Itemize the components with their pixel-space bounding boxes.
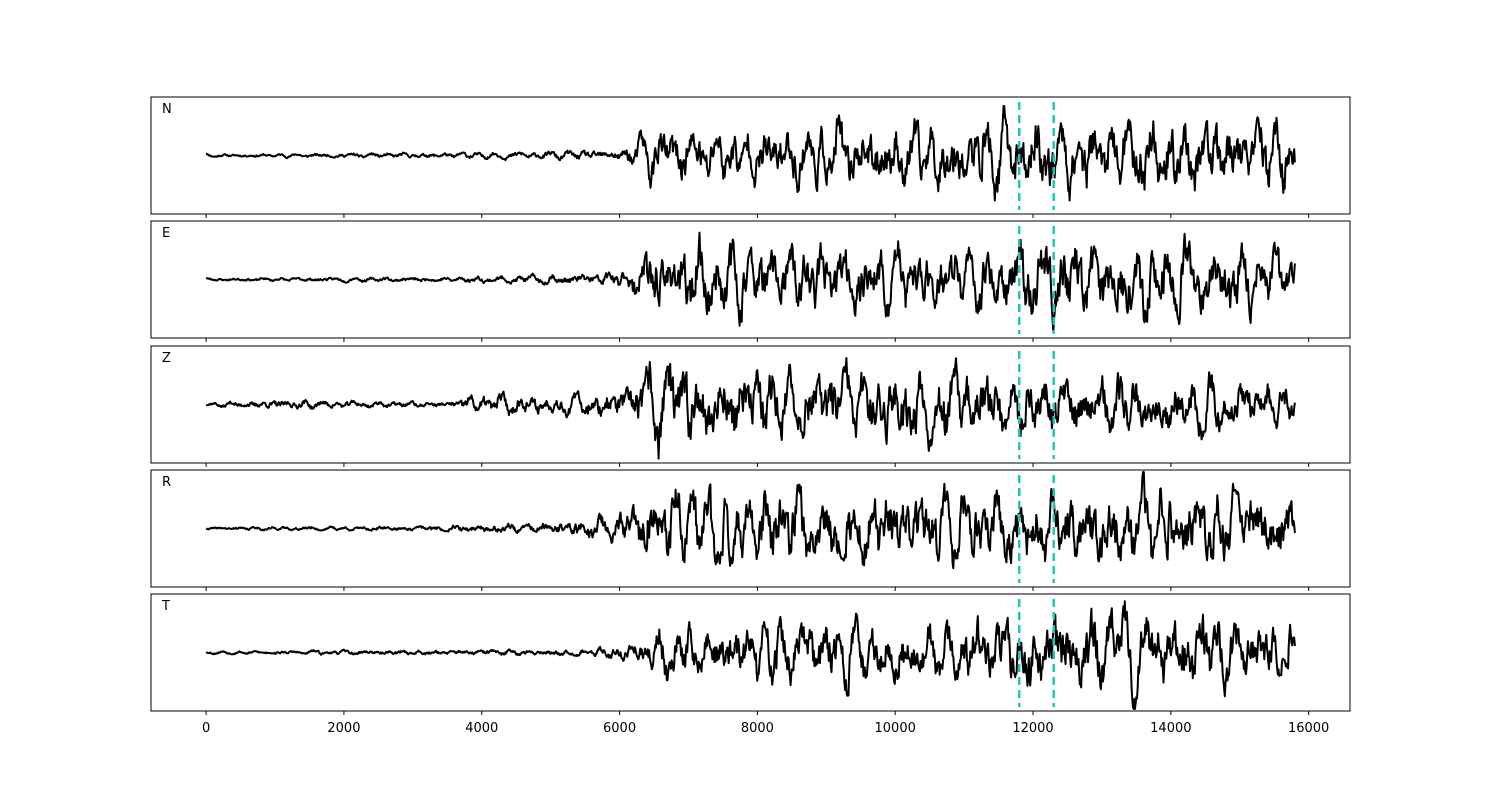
panel-label: T — [161, 599, 170, 614]
panel-frame — [150, 220, 1351, 339]
panel-z: Z — [150, 345, 1351, 467]
x-tick-label: 12000 — [1012, 721, 1053, 736]
waveform-trace — [205, 231, 1296, 333]
panel-frame — [150, 469, 1351, 588]
panel-t: T — [150, 593, 1351, 715]
panel-e: E — [150, 220, 1351, 342]
x-tick-label: 10000 — [875, 721, 916, 736]
panel-label: N — [162, 102, 172, 117]
panel-label: Z — [162, 351, 171, 366]
panels-layer: N E Z R T — [150, 96, 1351, 715]
panel-r: R — [150, 469, 1351, 591]
panel-frame — [150, 593, 1351, 712]
panel-frame — [150, 345, 1351, 464]
panel-n: N — [150, 96, 1351, 218]
x-tick-label: 6000 — [603, 721, 636, 736]
panel-label: R — [162, 475, 171, 490]
x-tick-label: 8000 — [741, 721, 774, 736]
panel-label: E — [162, 226, 170, 241]
waveform-trace — [205, 600, 1296, 710]
waveform-trace — [205, 104, 1296, 202]
x-tick-label: 16000 — [1288, 721, 1329, 736]
x-tick-label: 0 — [202, 721, 210, 736]
waveform-trace — [205, 357, 1296, 460]
x-tick-label: 14000 — [1150, 721, 1191, 736]
waveform-trace — [205, 471, 1296, 570]
x-axis: 0 2000 4000 6000 8000 10000 12000 14000 16000 — [202, 721, 1329, 736]
x-tick-label: 4000 — [465, 721, 498, 736]
x-tick-label: 2000 — [327, 721, 360, 736]
panel-frame — [150, 96, 1351, 215]
